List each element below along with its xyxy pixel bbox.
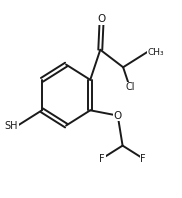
Text: SH: SH: [4, 121, 18, 130]
Text: F: F: [140, 154, 146, 164]
Text: CH₃: CH₃: [147, 48, 164, 56]
Text: O: O: [114, 111, 122, 121]
Text: O: O: [98, 14, 106, 24]
Text: F: F: [99, 154, 105, 164]
Text: Cl: Cl: [125, 82, 134, 92]
